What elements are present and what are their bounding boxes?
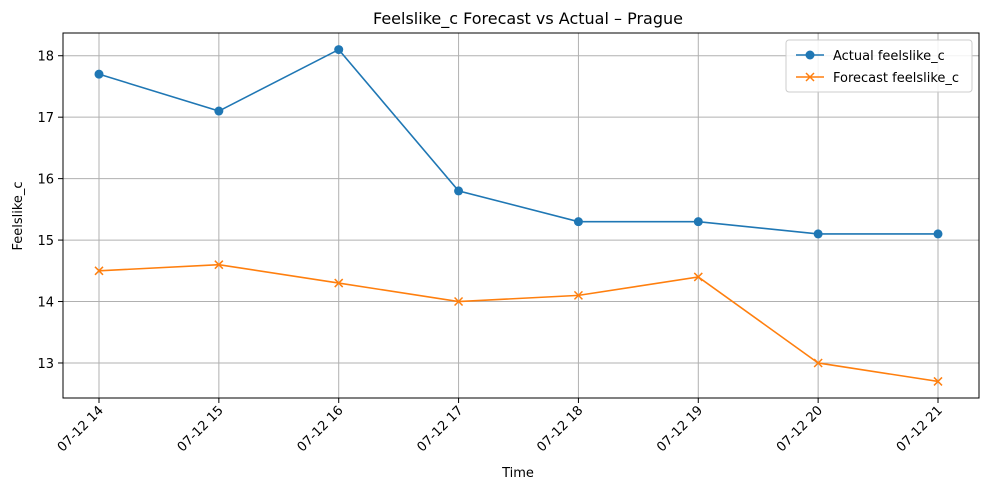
data-point: [813, 229, 823, 239]
data-point: [693, 272, 703, 282]
data-point: [933, 229, 943, 239]
y-tick-label: 18: [37, 50, 54, 65]
x-tick-label: 07-12 14: [55, 403, 107, 455]
x-tick-label: 07-12 19: [654, 403, 706, 455]
data-point: [454, 296, 464, 307]
legend-label: Forecast feelslike_c: [833, 71, 959, 86]
data-point: [94, 266, 104, 276]
data-point-stroke: [933, 376, 943, 386]
y-tick-label: 16: [37, 173, 54, 188]
x-tick-label: 07-12 15: [175, 403, 227, 455]
plot-frame: [62, 32, 980, 399]
chart-title: Feelslike_c Forecast vs Actual – Prague: [373, 9, 683, 29]
data-point: [214, 106, 224, 116]
legend-marker: [805, 50, 815, 60]
x-tick-label: 07-12 21: [894, 403, 946, 455]
legend: Actual feelslike_c Forecast feelslike_c: [785, 39, 973, 93]
data-point-stroke: [334, 278, 344, 288]
axes: 07-12 14 07-12 15 07-12 16 07-12 17 07-12 18…: [37, 50, 945, 455]
legend-item: Actual feelslike_c: [796, 49, 945, 64]
data-point-stroke: [693, 272, 703, 282]
data-point: [334, 45, 344, 55]
data-point-stroke: [214, 260, 224, 270]
legend-label: Actual feelslike_c: [833, 49, 945, 64]
x-axis-label: Time: [501, 466, 534, 481]
series-line: [98, 263, 939, 383]
y-tick-label: 15: [37, 234, 54, 249]
x-tick-label: 07-12 17: [414, 403, 466, 455]
data-point: [214, 260, 224, 270]
x-tick-label: 07-12 20: [774, 403, 826, 455]
data-point-stroke: [813, 358, 823, 368]
data-point: [573, 290, 583, 300]
legend-item: Forecast feelslike_c: [796, 71, 959, 86]
data-point-stroke: [94, 266, 104, 276]
x-tick-label: 07-12 18: [534, 403, 586, 455]
legend-box: [785, 39, 973, 93]
data-point: [693, 217, 703, 227]
data-point: [334, 278, 344, 288]
data-point-stroke: [454, 296, 464, 307]
data-point: [573, 217, 583, 227]
y-tick-label: 17: [37, 111, 54, 126]
data-point: [813, 358, 823, 368]
legend-marker: [805, 72, 815, 82]
series-lines: [94, 45, 943, 386]
y-axis-label: Feelslike_c: [11, 181, 26, 250]
data-point: [454, 186, 464, 196]
y-tick-label: 13: [37, 357, 54, 372]
y-tick-label: 14: [37, 296, 54, 311]
series-line: [98, 48, 938, 235]
data-point: [94, 69, 104, 79]
x-tick-label: 07-12 16: [295, 403, 347, 455]
data-point: [933, 376, 943, 386]
data-point-stroke: [573, 290, 583, 300]
